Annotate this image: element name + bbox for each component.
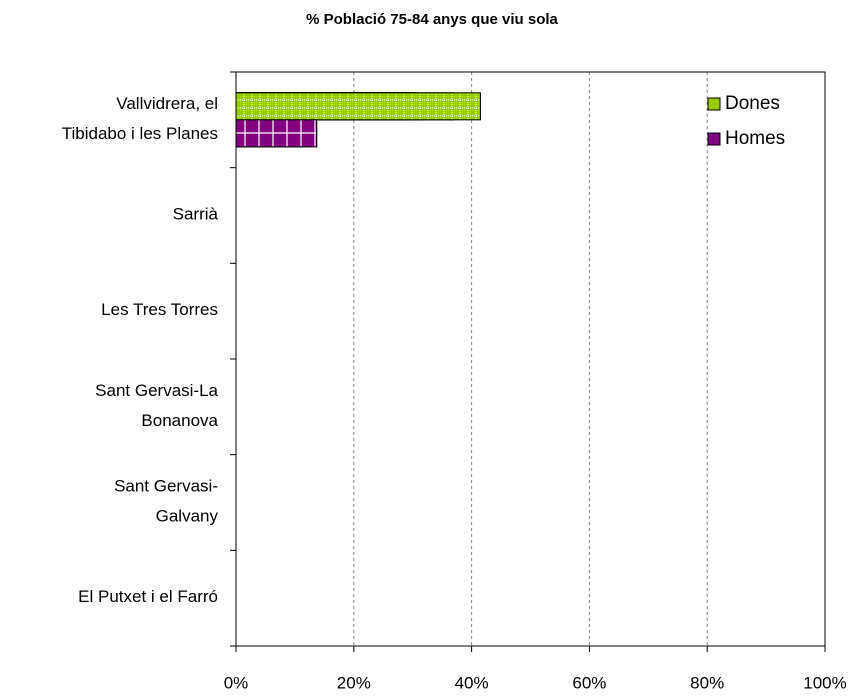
y-tick-label: Sant Gervasi-La Bonanova bbox=[95, 381, 218, 430]
y-tick-label: El Putxet i el Farró bbox=[78, 588, 218, 607]
x-tick-label: 60% bbox=[572, 673, 606, 692]
x-tick-label: 0% bbox=[224, 673, 249, 692]
chart-title: % Població 75-84 anys que viu sola bbox=[306, 11, 558, 28]
bar bbox=[235, 119, 318, 148]
legend-swatch bbox=[707, 97, 721, 111]
y-tick-label: Sant Gervasi-Galvany bbox=[114, 477, 218, 526]
x-tick-label: 20% bbox=[337, 673, 371, 692]
y-tick-label: Les Tres Torres bbox=[101, 301, 218, 320]
y-tick-label: Sarrià bbox=[173, 205, 219, 224]
legend-label: Dones bbox=[725, 93, 780, 114]
x-tick-label: 100% bbox=[803, 673, 846, 692]
x-tick-label: 40% bbox=[455, 673, 489, 692]
legend-swatch bbox=[707, 132, 721, 146]
y-tick-label: Vallvidrera, el Tibidabo i les Planes bbox=[62, 94, 218, 143]
plot-border bbox=[235, 71, 826, 647]
legend-label: Homes bbox=[725, 128, 785, 149]
bar bbox=[235, 92, 481, 121]
x-tick-label: 80% bbox=[690, 673, 724, 692]
